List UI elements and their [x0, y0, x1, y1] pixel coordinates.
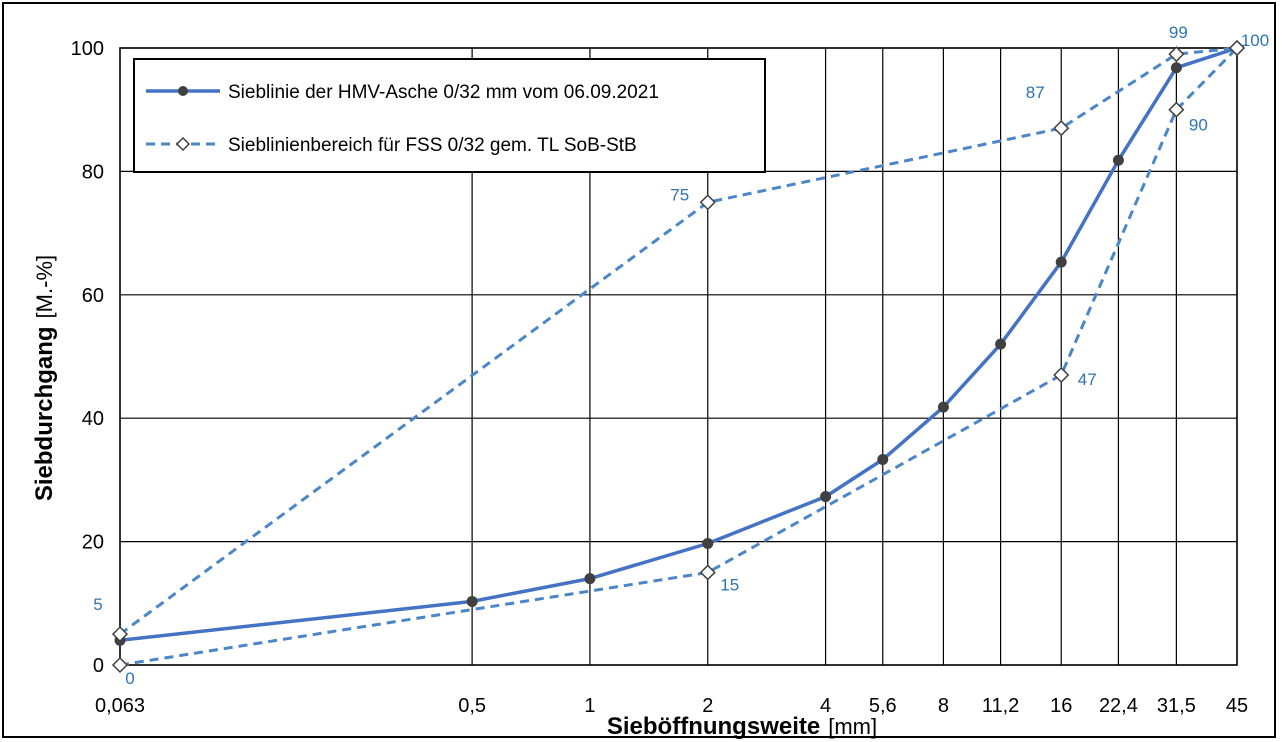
series-line-lower [119, 46, 1239, 667]
x-tick-label: 8 [938, 695, 949, 717]
data-point-diamond [1168, 46, 1185, 63]
y-axis-title-unit: [M.-%] [32, 255, 57, 319]
x-tick-label: 31,5 [1157, 695, 1196, 717]
data-point-diamond [1053, 366, 1070, 384]
legend-box [133, 58, 766, 173]
data-point-circle [702, 537, 714, 549]
data-label: 90 [1189, 116, 1208, 135]
data-labels: 5 75 87 99 100 0 15 47 90 [93, 23, 1269, 688]
data-point-diamond [1053, 120, 1070, 137]
x-axis-title-unit: [mm] [828, 714, 877, 739]
data-point-diamond [699, 194, 716, 211]
data-label: 75 [670, 185, 689, 204]
y-tick-label: 80 [82, 161, 104, 183]
x-tick-label: 16 [1050, 695, 1072, 717]
x-tick-label: 0,5 [458, 695, 486, 717]
legend-entry-measured: Sieblinie der HMV-Asche 0/32 mm vom 06.0… [146, 82, 659, 103]
data-point-circle [877, 454, 889, 466]
y-tick-label: 20 [82, 532, 104, 554]
y-axis-title: Siebdurchgang [M.-%] [31, 255, 58, 501]
y-axis-title-main: Siebdurchgang [31, 326, 58, 501]
x-tick-labels: 0,063 0,5 1 2 4 5,6 8 11,2 16 22,4 31,5 45 [95, 695, 1248, 717]
x-tick-label: 0,063 [95, 695, 145, 717]
data-point-circle [1055, 256, 1067, 268]
data-label: 87 [1026, 83, 1045, 102]
data-point-circle [937, 401, 949, 413]
x-axis-title: Sieböffnungsweite [mm] [607, 713, 877, 740]
x-tick-label: 2 [702, 695, 713, 717]
legend-label-measured: Sieblinie der HMV-Asche 0/32 mm vom 06.0… [228, 82, 659, 103]
y-tick-labels: 0 20 40 60 80 100 [71, 38, 104, 677]
y-tick-label: 0 [93, 655, 104, 677]
x-tick-label: 1 [584, 695, 595, 717]
x-tick-label: 5,6 [869, 695, 897, 717]
data-label: 47 [1078, 370, 1097, 389]
data-point-diamond [699, 564, 716, 581]
data-point-circle [584, 573, 596, 585]
series-layer [111, 39, 1246, 674]
data-point-circle [995, 338, 1007, 350]
data-point-circle [466, 595, 478, 607]
y-tick-label: 40 [82, 408, 104, 430]
y-tick-label: 100 [71, 38, 104, 60]
legend: Sieblinie der HMV-Asche 0/32 mm vom 06.0… [133, 58, 766, 173]
data-point-diamond [111, 626, 129, 643]
data-label: 5 [93, 595, 102, 614]
data-point-circle [820, 491, 832, 503]
data-point-diamond [1168, 101, 1185, 118]
series-line-measured [119, 46, 1238, 643]
x-axis-title-main: Sieböffnungsweite [607, 713, 820, 740]
y-tick-label: 60 [82, 285, 104, 307]
x-tick-label: 45 [1226, 695, 1248, 717]
data-label: 100 [1241, 31, 1269, 50]
data-point-circle [1170, 62, 1182, 74]
data-point-diamond [111, 656, 129, 674]
data-point-diamond [1228, 39, 1246, 57]
data-label: 15 [720, 575, 739, 594]
legend-entry-range: Sieblinienbereich für FSS 0/32 gem. TL S… [146, 135, 637, 156]
x-tick-label: 4 [820, 695, 831, 717]
x-tick-label: 11,2 [982, 695, 1019, 717]
data-point-circle [1112, 154, 1124, 166]
legend-label-range: Sieblinienbereich für FSS 0/32 gem. TL S… [228, 135, 637, 156]
legend-marker-circle [178, 86, 188, 96]
legend-marker-diamond [175, 136, 191, 152]
series-line-upper [119, 46, 1238, 636]
data-label: 99 [1169, 23, 1188, 42]
x-tick-label: 22,4 [1099, 695, 1138, 717]
data-label: 0 [125, 669, 134, 688]
